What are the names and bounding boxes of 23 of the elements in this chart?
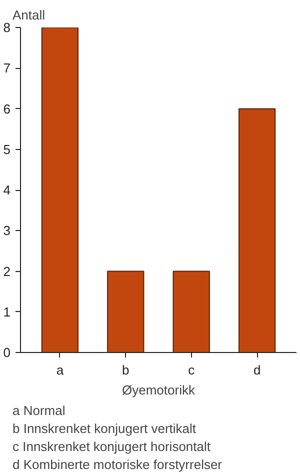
y-axis-title: Antall	[12, 8, 46, 22]
text: d Kombinerte motoriske forstyrrelser	[12, 457, 223, 472]
bar	[172, 270, 210, 352]
bar	[238, 108, 276, 352]
y-tick-label: 5	[3, 142, 11, 157]
bar	[41, 28, 78, 352]
x-tick-label: b	[122, 362, 130, 378]
text: b Innskrenket konjugert vertikalt	[12, 421, 196, 436]
text: a Normal	[12, 403, 66, 418]
x-tick-label: d	[253, 362, 261, 378]
y-tick-label: 4	[3, 182, 11, 198]
y-tick-label: 2	[3, 264, 11, 279]
y-tick-label: 7	[3, 60, 11, 76]
bar	[107, 270, 144, 352]
x-tick-label: c	[188, 362, 196, 378]
x-tick-label: a	[56, 362, 64, 378]
y-tick-label: 3	[3, 223, 11, 238]
y-tick-label: 1	[3, 304, 11, 320]
text: c Innskrenket konjugert horisontalt	[12, 439, 211, 454]
y-tick-label: 6	[3, 101, 11, 116]
y-tick-label: 0	[3, 345, 11, 360]
y-tick-label: 8	[3, 20, 11, 35]
x-axis-title: Øyemotorikk	[122, 382, 196, 398]
